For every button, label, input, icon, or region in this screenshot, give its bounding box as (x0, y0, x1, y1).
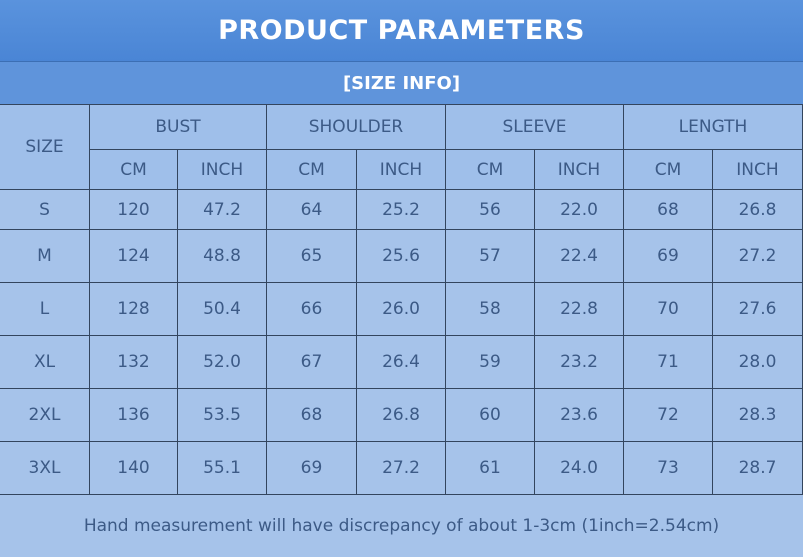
table-cell: 69 (267, 442, 357, 495)
table-cell: 56 (446, 190, 535, 230)
table-cell: 26.0 (357, 283, 446, 336)
size-label: M (0, 230, 90, 283)
table-cell: 25.2 (357, 190, 446, 230)
unit-header: CM (446, 150, 535, 190)
unit-header: INCH (178, 150, 267, 190)
table-cell: 50.4 (178, 283, 267, 336)
table-cell: 27.2 (713, 230, 803, 283)
title: PRODUCT PARAMETERS (0, 0, 803, 62)
size-label: 2XL (0, 389, 90, 442)
table-cell: 128 (90, 283, 178, 336)
subtitle: [SIZE INFO] (0, 62, 803, 105)
table-cell: 60 (446, 389, 535, 442)
size-label: S (0, 190, 90, 230)
table-cell: 24.0 (535, 442, 624, 495)
group-header: SLEEVE (446, 105, 624, 150)
group-header: SHOULDER (267, 105, 446, 150)
table-cell: 25.6 (357, 230, 446, 283)
unit-header: CM (90, 150, 178, 190)
table-cell: 73 (624, 442, 713, 495)
table-cell: 55.1 (178, 442, 267, 495)
table-cell: 58 (446, 283, 535, 336)
table-cell: 72 (624, 389, 713, 442)
unit-header: INCH (357, 150, 446, 190)
size-label: L (0, 283, 90, 336)
table-cell: 66 (267, 283, 357, 336)
table-cell: 120 (90, 190, 178, 230)
table-cell: 28.3 (713, 389, 803, 442)
table-cell: 57 (446, 230, 535, 283)
unit-header: INCH (535, 150, 624, 190)
table-cell: 59 (446, 336, 535, 389)
table-cell: 28.7 (713, 442, 803, 495)
group-header: BUST (90, 105, 267, 150)
table-cell: 71 (624, 336, 713, 389)
table-cell: 47.2 (178, 190, 267, 230)
table-cell: 69 (624, 230, 713, 283)
table-cell: 132 (90, 336, 178, 389)
table-cell: 64 (267, 190, 357, 230)
table-cell: 27.6 (713, 283, 803, 336)
table-cell: 22.0 (535, 190, 624, 230)
table-cell: 23.6 (535, 389, 624, 442)
size-label: XL (0, 336, 90, 389)
table-cell: 136 (90, 389, 178, 442)
group-header: LENGTH (624, 105, 803, 150)
table-cell: 22.4 (535, 230, 624, 283)
unit-header: CM (624, 150, 713, 190)
table-cell: 26.8 (713, 190, 803, 230)
table-cell: 26.4 (357, 336, 446, 389)
table-cell: 70 (624, 283, 713, 336)
table-cell: 68 (267, 389, 357, 442)
table-cell: 61 (446, 442, 535, 495)
table-cell: 52.0 (178, 336, 267, 389)
table-cell: 48.8 (178, 230, 267, 283)
unit-header: CM (267, 150, 357, 190)
table-cell: 23.2 (535, 336, 624, 389)
footer-note: Hand measurement will have discrepancy o… (0, 495, 803, 557)
table-cell: 28.0 (713, 336, 803, 389)
table-cell: 27.2 (357, 442, 446, 495)
unit-header: INCH (713, 150, 803, 190)
size-label: 3XL (0, 442, 90, 495)
size-header: SIZE (0, 105, 90, 190)
table-cell: 68 (624, 190, 713, 230)
table-cell: 67 (267, 336, 357, 389)
table-cell: 124 (90, 230, 178, 283)
table-cell: 22.8 (535, 283, 624, 336)
table-cell: 65 (267, 230, 357, 283)
table-cell: 26.8 (357, 389, 446, 442)
table-cell: 140 (90, 442, 178, 495)
table-cell: 53.5 (178, 389, 267, 442)
